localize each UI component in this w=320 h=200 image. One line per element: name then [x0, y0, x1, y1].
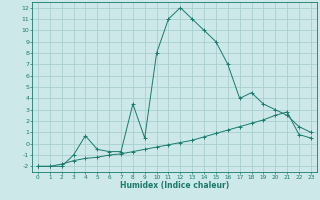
X-axis label: Humidex (Indice chaleur): Humidex (Indice chaleur) [120, 181, 229, 190]
